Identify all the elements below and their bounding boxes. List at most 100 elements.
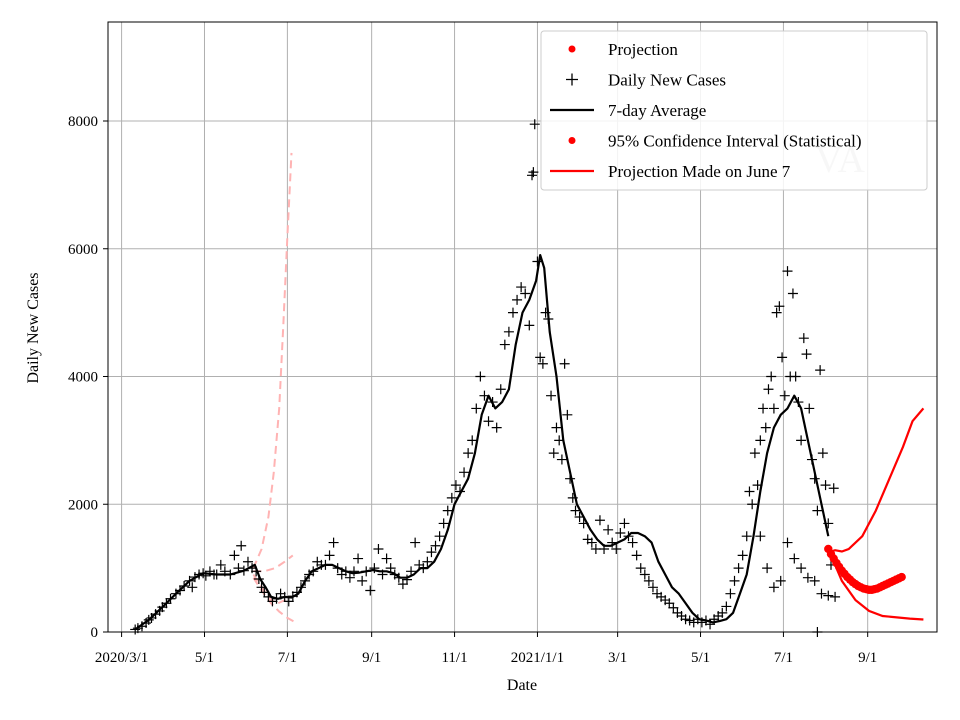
daily-case-marker bbox=[491, 422, 502, 433]
daily-case-marker bbox=[758, 403, 769, 414]
legend-label: Projection bbox=[608, 40, 678, 59]
earlier-projection-side-line bbox=[253, 554, 294, 573]
y-tick-label: 2000 bbox=[68, 497, 98, 513]
x-axis-title: Date bbox=[507, 677, 537, 694]
daily-case-marker bbox=[430, 540, 441, 551]
projection-marker bbox=[897, 572, 906, 582]
daily-case-marker bbox=[643, 575, 654, 586]
ci-lower-line bbox=[827, 548, 924, 621]
seven-day-average-line bbox=[134, 254, 830, 631]
daily-case-marker bbox=[242, 556, 253, 567]
daily-case-marker bbox=[611, 543, 622, 554]
y-axis-ticks: 0 2000 4000 6000 8000 bbox=[68, 114, 108, 641]
daily-case-marker bbox=[422, 556, 433, 567]
daily-case-marker bbox=[410, 537, 421, 548]
legend-entry: Projection Made on June 7 bbox=[550, 162, 791, 181]
daily-case-marker bbox=[820, 480, 831, 491]
daily-case-marker bbox=[328, 537, 339, 548]
daily-case-marker bbox=[755, 531, 766, 542]
daily-case-marker bbox=[796, 563, 807, 574]
daily-case-marker bbox=[446, 492, 457, 503]
daily-case-marker bbox=[771, 307, 782, 318]
daily-case-marker bbox=[647, 582, 658, 593]
daily-case-marker bbox=[627, 537, 638, 548]
daily-case-marker bbox=[546, 390, 557, 401]
daily-case-marker bbox=[777, 352, 788, 363]
y-axis-title: Daily New Cases bbox=[25, 272, 42, 383]
daily-case-marker bbox=[529, 119, 540, 130]
daily-case-marker bbox=[556, 454, 567, 465]
x-tick-label: 9/1 bbox=[362, 650, 381, 666]
daily-case-marker bbox=[668, 602, 679, 613]
daily-case-marker bbox=[812, 505, 823, 516]
daily-case-marker bbox=[586, 537, 597, 548]
daily-case-marker bbox=[744, 486, 755, 497]
legend-label: Daily New Cases bbox=[608, 71, 726, 90]
daily-case-marker bbox=[639, 569, 650, 580]
daily-case-marker bbox=[816, 588, 827, 599]
y-tick-label: 6000 bbox=[68, 242, 98, 258]
daily-case-marker bbox=[828, 483, 839, 494]
legend-entry: 95% Confidence Interval (Statistical) bbox=[568, 132, 862, 151]
legend-label: 7-day Average bbox=[608, 101, 706, 120]
legend: Projection Daily New Cases 7-day Average 95… bbox=[540, 30, 928, 191]
daily-case-marker bbox=[503, 326, 514, 337]
daily-case-marker bbox=[507, 307, 518, 318]
daily-case-marker bbox=[635, 563, 646, 574]
daily-case-marker bbox=[615, 527, 626, 538]
daily-case-marker bbox=[733, 563, 744, 574]
legend-entry: Projection bbox=[568, 40, 678, 59]
daily-case-marker bbox=[357, 575, 368, 586]
x-axis-ticks: 2020/3/1 5/1 7/1 9/1 11/1 2021/1/1 3/1 5/1 7/1 9/… bbox=[95, 632, 877, 666]
x-tick-label: 2021/1/1 bbox=[511, 650, 564, 666]
daily-case-marker bbox=[450, 480, 461, 491]
daily-case-marker bbox=[619, 518, 630, 529]
daily-case-marker bbox=[804, 403, 815, 414]
daily-case-marker bbox=[798, 333, 809, 344]
daily-case-marker bbox=[401, 574, 412, 585]
daily-case-marker bbox=[725, 588, 736, 599]
daily-case-marker bbox=[215, 559, 226, 570]
daily-case-marker bbox=[475, 371, 486, 382]
daily-case-marker bbox=[782, 266, 793, 277]
daily-case-marker bbox=[369, 563, 380, 574]
daily-case-marker bbox=[442, 505, 453, 516]
earlier-projection-series bbox=[252, 152, 296, 624]
earlier-projection-upper-line bbox=[252, 152, 293, 569]
daily-case-marker bbox=[130, 624, 141, 635]
legend-label: 95% Confidence Interval (Statistical) bbox=[608, 132, 862, 151]
daily-case-marker bbox=[790, 371, 801, 382]
daily-case-marker bbox=[463, 448, 474, 459]
daily-case-marker bbox=[324, 550, 335, 561]
daily-case-marker bbox=[551, 422, 562, 433]
plot-frame bbox=[107, 21, 938, 633]
daily-case-marker bbox=[562, 409, 573, 420]
daily-case-marker bbox=[434, 531, 445, 542]
daily-case-marker bbox=[397, 579, 408, 590]
daily-case-marker bbox=[762, 563, 773, 574]
daily-case-marker bbox=[535, 352, 546, 363]
daily-case-marker bbox=[524, 320, 535, 331]
daily-case-marker bbox=[763, 384, 774, 395]
daily-case-marker bbox=[236, 540, 247, 551]
legend-box bbox=[540, 30, 928, 191]
daily-case-marker bbox=[768, 582, 779, 593]
daily-case-marker bbox=[768, 403, 779, 414]
daily-case-marker bbox=[426, 547, 437, 558]
daily-case-marker bbox=[471, 403, 482, 414]
x-tick-label: 2020/3/1 bbox=[95, 650, 148, 666]
daily-case-marker bbox=[796, 435, 807, 446]
x-tick-label: 5/1 bbox=[195, 650, 214, 666]
daily-case-marker bbox=[520, 288, 531, 299]
daily-case-marker bbox=[594, 515, 605, 526]
daily-case-marker bbox=[823, 590, 834, 601]
legend-plus-swatch bbox=[566, 73, 578, 86]
daily-case-marker bbox=[459, 467, 470, 478]
projection-series bbox=[824, 407, 925, 621]
daily-case-marker bbox=[373, 543, 384, 554]
daily-case-marker bbox=[749, 448, 760, 459]
daily-case-marker bbox=[559, 358, 570, 369]
x-tick-label: 9/1 bbox=[858, 650, 877, 666]
daily-case-marker bbox=[789, 553, 800, 564]
daily-case-marker bbox=[528, 167, 539, 178]
